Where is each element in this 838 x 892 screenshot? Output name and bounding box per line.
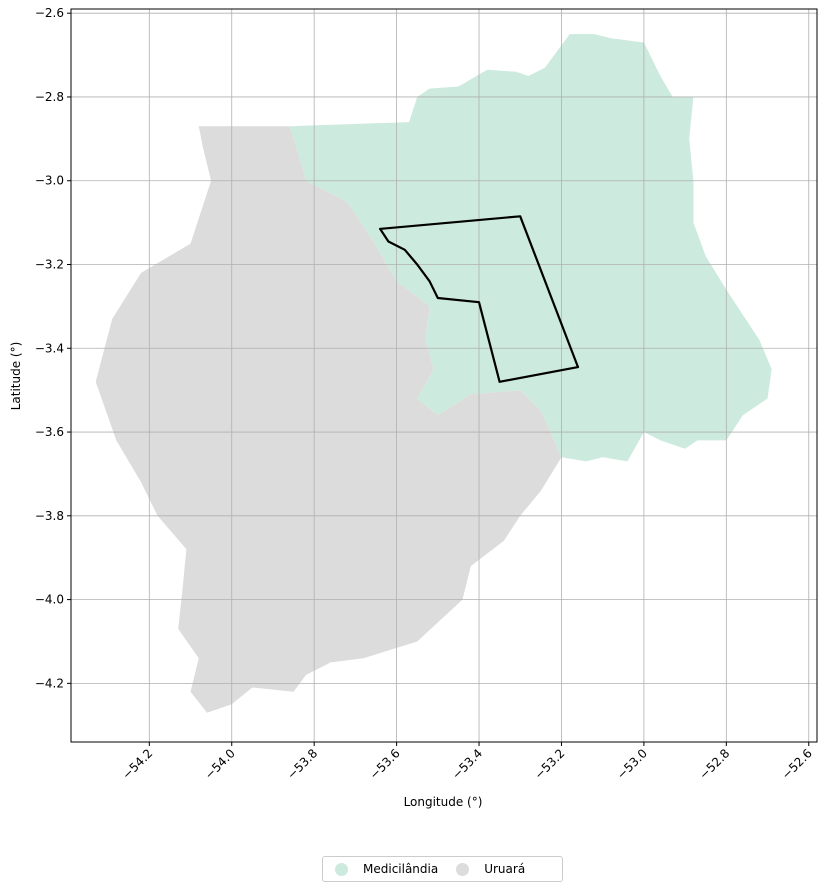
legend-swatch-uruara [456, 862, 470, 876]
y-tick-label: −2.6 [35, 6, 64, 20]
y-tick-label: −4.2 [35, 676, 64, 690]
grid-layer [71, 9, 817, 742]
legend-item-medicilandia: Medicilândia [335, 862, 438, 876]
legend-label-uruara: Uruará [484, 862, 526, 876]
legend: Medicilândia Uruará [322, 856, 563, 882]
plot-frame [70, 8, 818, 743]
legend-item-uruara: Uruará [456, 862, 525, 876]
legend-swatch-medicilandia [335, 862, 348, 876]
y-tick-label: −3.2 [35, 258, 64, 272]
y-tick-label: −4.0 [35, 593, 64, 607]
study-area-outline [379, 215, 580, 383]
y-axis-label: Latitude (°) [9, 342, 23, 411]
outline-layer [379, 215, 580, 383]
x-axis-label: Longitude (°) [404, 795, 483, 809]
y-tick-label: −2.8 [35, 90, 64, 104]
y-tick-label: −3.6 [35, 425, 64, 439]
y-tick-label: −3.8 [35, 509, 64, 523]
region-uruara [95, 126, 562, 713]
regions-layer [95, 34, 772, 713]
y-tick-label: −3.0 [35, 174, 64, 188]
legend-label-medicilandia: Medicilândia [363, 862, 439, 876]
region-medicilandia [289, 34, 772, 462]
y-tick-label: −3.4 [35, 341, 64, 355]
